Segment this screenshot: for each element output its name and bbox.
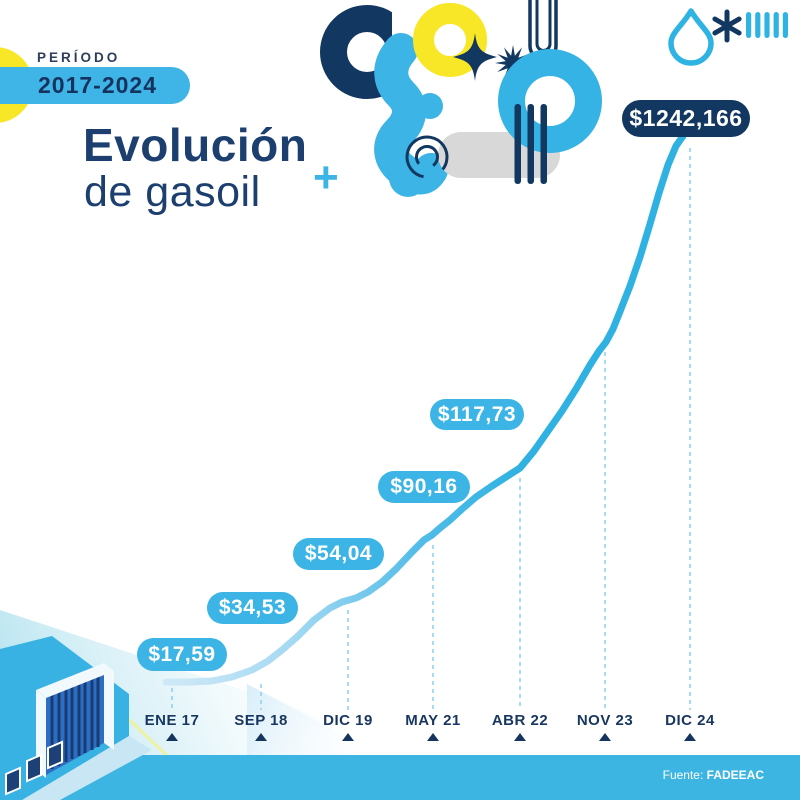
tick-marker-triangle [514,733,526,741]
footer-bar [0,755,800,800]
price-label-sep-18: $34,53 [207,592,298,624]
axis-tick-label: MAY 21 [405,712,461,729]
axis-tick-label: ENE 17 [144,712,200,729]
starburst [495,45,531,81]
axis-tick-label: ABR 22 [491,712,549,729]
chart-line [162,132,687,686]
tick-marker-triangle [166,733,178,741]
axis-tick-sep-18: SEP 18 [216,712,306,741]
axis-tick-abr-22: ABR 22 [475,712,565,741]
tally-marks-icon [746,12,788,38]
source-prefix: Fuente: [662,768,704,782]
price-label-dic-24-final: $1242,166 [622,100,750,137]
water-drop-icon [668,8,714,66]
tick-marker-triangle [342,733,354,741]
dashed-connectors [171,148,691,710]
price-label-may-21: $90,16 [378,471,470,503]
vertical-bars [514,104,547,184]
axis-tick-dic-19: DIC 19 [303,712,393,741]
period-label: PERÍODO [37,50,121,65]
axis-tick-may-21: MAY 21 [388,712,478,741]
axis-tick-ene-17: ENE 17 [127,712,217,741]
asterisk-icon [712,9,742,43]
tick-marker-triangle [427,733,439,741]
source-name: FADEEAC [706,768,764,782]
top-right-icons [668,8,788,66]
axis-tick-label: NOV 23 [576,712,634,729]
axis-tick-label: DIC 24 [665,712,715,729]
concentric-arcs [405,135,449,179]
price-label-ene-17: $17,59 [137,638,227,671]
axis-tick-dic-24: DIC 24 [645,712,735,741]
yellow-ring [413,3,487,77]
page-title-line1: Evolución [83,119,308,171]
axis-tick-label: DIC 19 [323,712,373,729]
warehouse-illustration [0,636,152,800]
tick-marker-triangle [255,733,267,741]
axis-tick-label: SEP 18 [234,712,288,729]
source-credit: Fuente: FADEEAC [663,768,764,782]
half-donut [320,5,392,99]
tick-marker-triangle [684,733,696,741]
tick-marker-triangle [599,733,611,741]
axis-tick-nov-23: NOV 23 [560,712,650,741]
price-label-dic-19: $54,04 [293,538,384,570]
four-point-star [453,33,497,81]
page-title-line2: de gasoil [84,168,261,216]
price-label-abr-22: $117,73 [430,399,524,430]
decorative-cluster [320,0,602,197]
teal-ring [498,49,602,153]
plus-sign: + [313,153,339,202]
period-value-pill: 2017-2024 [0,67,190,104]
squiggle-blob [374,33,448,197]
